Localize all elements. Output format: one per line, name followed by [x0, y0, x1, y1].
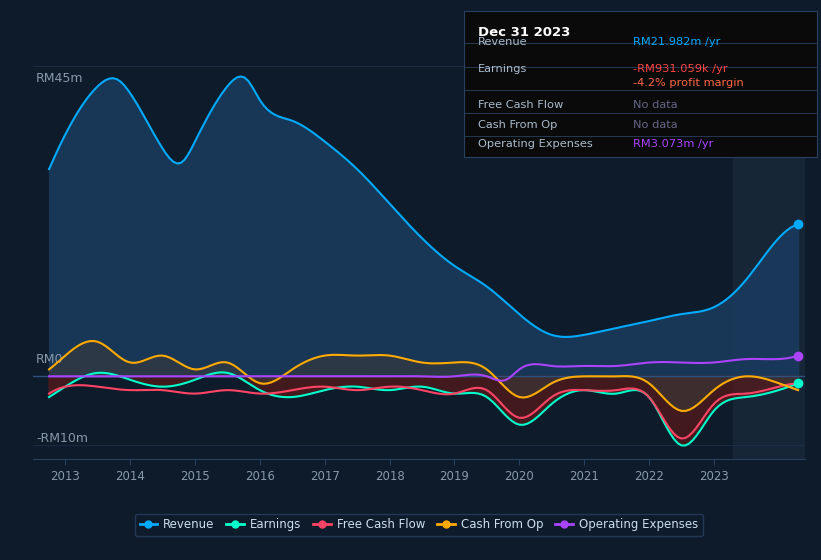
Text: No data: No data: [633, 120, 678, 130]
Text: No data: No data: [633, 100, 678, 110]
Bar: [733, 45, 805, 459]
Text: -RM10m: -RM10m: [36, 432, 88, 445]
Text: RM3.073m /yr: RM3.073m /yr: [633, 139, 713, 150]
Text: Earnings: Earnings: [478, 64, 527, 73]
Text: Operating Expenses: Operating Expenses: [478, 139, 593, 150]
Legend: Revenue, Earnings, Free Cash Flow, Cash From Op, Operating Expenses: Revenue, Earnings, Free Cash Flow, Cash …: [135, 514, 703, 536]
Text: RM0: RM0: [36, 353, 63, 366]
Text: Revenue: Revenue: [478, 38, 528, 48]
Text: Cash From Op: Cash From Op: [478, 120, 557, 130]
Text: Free Cash Flow: Free Cash Flow: [478, 100, 563, 110]
Text: -4.2% profit margin: -4.2% profit margin: [633, 78, 744, 88]
Text: Dec 31 2023: Dec 31 2023: [478, 26, 571, 39]
Text: -RM931.059k /yr: -RM931.059k /yr: [633, 64, 728, 73]
Text: RM45m: RM45m: [36, 72, 84, 86]
Text: RM21.982m /yr: RM21.982m /yr: [633, 38, 721, 48]
